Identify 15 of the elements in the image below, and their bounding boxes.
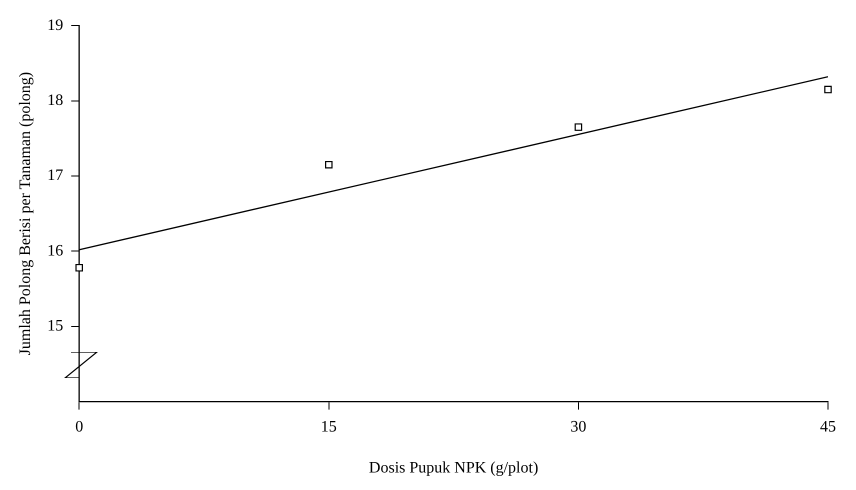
- point: [574, 123, 582, 131]
- point: [325, 160, 333, 168]
- point: [824, 86, 832, 94]
- y-tick-label: 17: [47, 167, 64, 184]
- x-tick-label: 0: [75, 418, 84, 436]
- y-tick-label: 15: [47, 318, 64, 335]
- y-tick-label: 16: [47, 242, 64, 260]
- x-axis-title: Dosis Pupuk NPK (g/plot): [368, 460, 538, 477]
- x-tick-label: 15: [320, 418, 337, 436]
- x-tick-label: 45: [820, 418, 836, 436]
- y-tick-label: 19: [47, 16, 64, 34]
- point: [75, 264, 83, 272]
- y-tick-label: 18: [47, 92, 64, 110]
- x-tick-label: 30: [570, 418, 586, 436]
- y-axis-title: Jumlah Polong Berisi per Tanaman (polong): [16, 72, 34, 356]
